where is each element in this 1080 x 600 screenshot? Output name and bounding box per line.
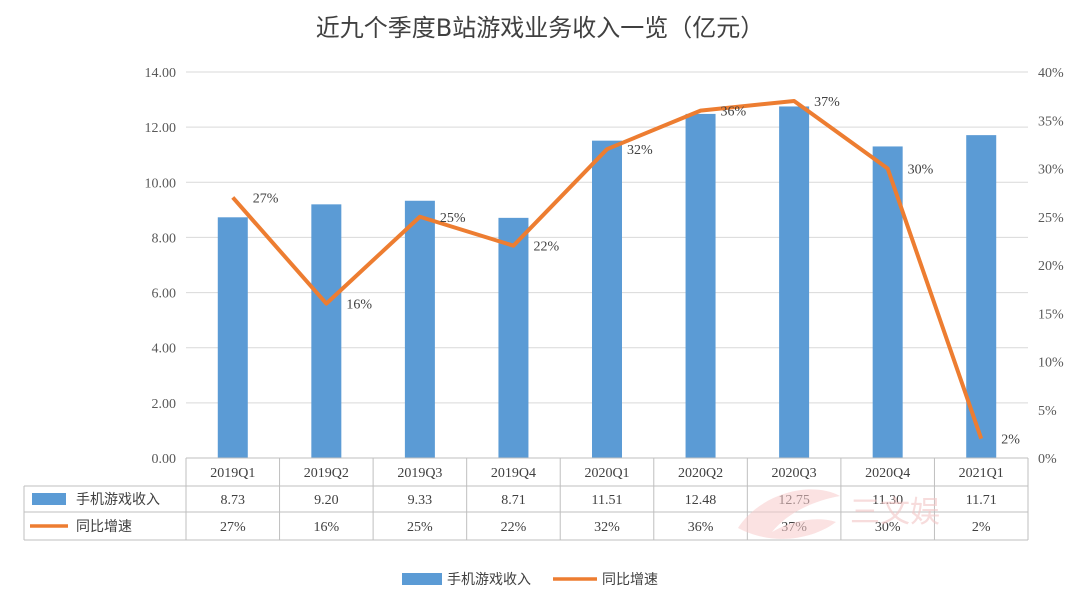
y-left-tick-label: 10.00 bbox=[145, 176, 177, 191]
bar bbox=[592, 140, 622, 458]
table-cell: 25% bbox=[407, 520, 433, 535]
x-tick-label: 2020Q2 bbox=[678, 466, 723, 481]
bar bbox=[311, 204, 342, 458]
y-left-tick-label: 4.00 bbox=[152, 342, 177, 357]
x-tick-label: 2021Q1 bbox=[959, 466, 1004, 481]
y-right-tick-label: 0% bbox=[1038, 452, 1057, 467]
x-tick-label: 2019Q4 bbox=[491, 466, 536, 481]
bar bbox=[685, 113, 716, 458]
x-tick-label: 2019Q3 bbox=[397, 466, 442, 481]
y-right-tick-label: 10% bbox=[1038, 356, 1064, 371]
table-bar-key bbox=[32, 493, 66, 505]
line-data-label: 27% bbox=[253, 191, 279, 206]
y-right-tick-label: 5% bbox=[1038, 404, 1057, 419]
x-tick-label: 2020Q4 bbox=[865, 466, 910, 481]
legend: 手机游戏收入 同比增速 bbox=[402, 572, 658, 588]
line-data-label: 25% bbox=[440, 211, 466, 226]
y-left-tick-label: 6.00 bbox=[152, 287, 177, 302]
line-data-label: 36% bbox=[721, 105, 747, 120]
y-right-tick-label: 25% bbox=[1038, 211, 1064, 226]
table-cell: 9.20 bbox=[314, 493, 339, 508]
table-cell: 11.71 bbox=[966, 493, 997, 508]
table-row-label: 同比增速 bbox=[76, 519, 132, 535]
bar bbox=[779, 106, 810, 458]
x-tick-label: 2019Q1 bbox=[210, 466, 255, 481]
y-right-tick-label: 40% bbox=[1038, 66, 1064, 81]
x-tick-label: 2019Q2 bbox=[304, 466, 349, 481]
table-cell: 30% bbox=[875, 520, 901, 535]
x-tick-label: 2020Q3 bbox=[772, 466, 817, 481]
watermark-text: 三文娱 bbox=[850, 495, 940, 530]
line-data-label: 2% bbox=[1001, 433, 1020, 448]
table-cell: 27% bbox=[220, 520, 246, 535]
line-data-label: 37% bbox=[814, 95, 840, 110]
x-tick-label: 2020Q1 bbox=[584, 466, 629, 481]
chart-title: 近九个季度B站游戏业务收入一览（亿元） bbox=[315, 14, 765, 42]
legend-bar-key bbox=[402, 573, 442, 585]
table-cell: 22% bbox=[501, 520, 527, 535]
watermark: 三文娱 bbox=[738, 489, 940, 539]
y-left-tick-label: 14.00 bbox=[145, 66, 177, 81]
table-cell: 16% bbox=[313, 520, 339, 535]
axes: 0.00 2.00 4.00 6.00 8.00 10.00 12.00 14.00 0% 5% 1… bbox=[145, 66, 1065, 467]
y-left-tick-label: 12.00 bbox=[145, 121, 177, 136]
line-data-label: 32% bbox=[627, 143, 653, 158]
table-cell: 8.71 bbox=[501, 493, 526, 508]
bar-series bbox=[217, 106, 997, 459]
legend-label: 手机游戏收入 bbox=[447, 572, 531, 588]
y-left-tick-label: 0.00 bbox=[152, 452, 177, 467]
table-cell: 9.33 bbox=[408, 493, 433, 508]
table-cell: 2% bbox=[972, 520, 991, 535]
line-series: 27% 16% 25% 22% 32% 36% 37% 30% 2% bbox=[231, 95, 1020, 448]
bar bbox=[404, 200, 435, 458]
y-left-tick-label: 2.00 bbox=[152, 397, 177, 412]
line-data-label: 22% bbox=[533, 240, 559, 255]
line-data-label: 30% bbox=[908, 163, 934, 178]
y-right-tick-label: 30% bbox=[1038, 163, 1064, 178]
y-right-tick-label: 20% bbox=[1038, 259, 1064, 274]
y-right-tick-label: 35% bbox=[1038, 114, 1064, 129]
legend-label: 同比增速 bbox=[602, 572, 658, 588]
table-cell: 11.30 bbox=[872, 493, 903, 508]
table-cell: 32% bbox=[594, 520, 620, 535]
bar bbox=[498, 217, 529, 458]
table-cell: 12.48 bbox=[685, 493, 717, 508]
y-right-tick-label: 15% bbox=[1038, 307, 1064, 322]
y-left-tick-label: 8.00 bbox=[152, 231, 177, 246]
line-data-label: 16% bbox=[346, 298, 372, 313]
bar bbox=[217, 217, 248, 458]
table-cell: 36% bbox=[688, 520, 714, 535]
watermark-logo bbox=[738, 489, 840, 539]
table-row-label: 手机游戏收入 bbox=[76, 492, 160, 508]
table-cell: 8.73 bbox=[221, 493, 246, 508]
table-cell: 11.51 bbox=[592, 493, 623, 508]
